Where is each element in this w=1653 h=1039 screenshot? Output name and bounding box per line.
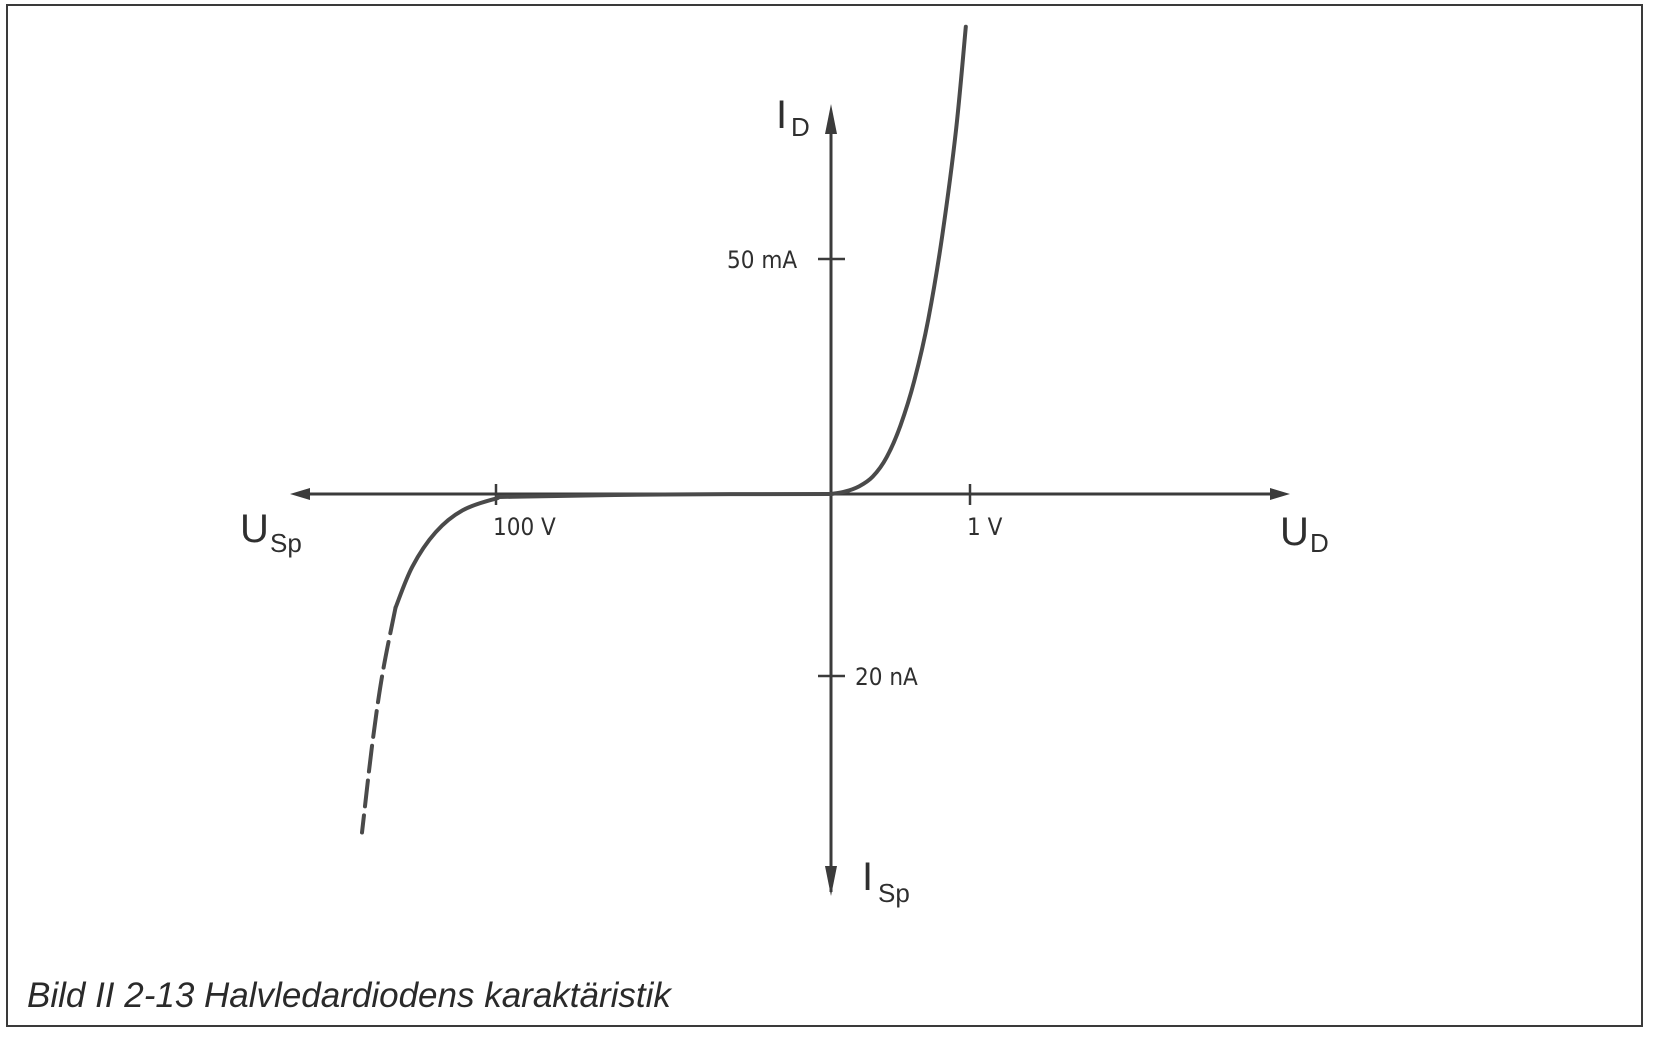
axis-label-y-negative-sub: Sp bbox=[878, 878, 910, 908]
x-axis-arrow-left bbox=[290, 488, 310, 500]
axis-label-y-negative-main: I bbox=[862, 855, 873, 899]
y-axis-arrow-up bbox=[825, 104, 837, 134]
series-layer bbox=[360, 24, 968, 835]
axis-label-x-negative: U Sp bbox=[240, 507, 302, 558]
breakdown-curve-dashed bbox=[360, 605, 398, 835]
reverse-curve bbox=[393, 492, 833, 610]
tick-label-x-negative: 100 V bbox=[493, 513, 556, 541]
x-axis-arrow-right bbox=[1270, 488, 1290, 500]
axes bbox=[290, 104, 1290, 896]
y-axis-arrow-down bbox=[825, 866, 837, 896]
axis-label-y-positive-sub: D bbox=[791, 112, 810, 142]
figure-caption: Bild II 2-13 Halvledardiodens karaktäris… bbox=[27, 976, 671, 1015]
axis-label-y-positive: I D bbox=[776, 93, 810, 142]
forward-curve bbox=[829, 24, 968, 496]
axis-label-x-positive: U D bbox=[1280, 510, 1329, 558]
axis-label-x-positive-sub: D bbox=[1310, 528, 1329, 558]
tick-label-y-negative: 20 nA bbox=[855, 663, 918, 691]
tick-label-x-positive: 1 V bbox=[967, 513, 1003, 541]
axis-label-x-negative-main: U bbox=[240, 507, 269, 551]
axis-label-x-positive-main: U bbox=[1280, 510, 1309, 554]
figure-frame bbox=[6, 4, 1643, 1027]
axis-label-y-positive-main: I bbox=[776, 93, 787, 137]
axis-label-x-negative-sub: Sp bbox=[270, 528, 302, 558]
axis-label-y-negative: I Sp bbox=[862, 855, 910, 908]
tick-label-y-positive: 50 mA bbox=[727, 246, 797, 274]
